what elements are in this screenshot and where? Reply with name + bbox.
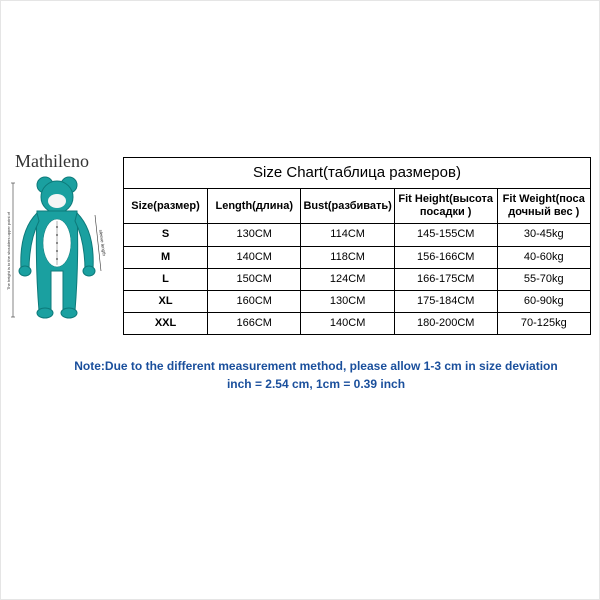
- note-line-2: inch = 2.54 cm, 1cm = 0.39 inch: [227, 377, 405, 391]
- table-row: S 130CM 114CM 145-155CM 30-45kg: [124, 224, 591, 246]
- cell-length: 160CM: [208, 290, 301, 312]
- note-line-1: Note:Due to the different measurement me…: [74, 359, 557, 373]
- cell-length: 150CM: [208, 268, 301, 290]
- cell-size: XL: [124, 290, 208, 312]
- cell-height: 145-155CM: [394, 224, 497, 246]
- brand-label: Mathileno: [15, 151, 89, 172]
- table-row: L 150CM 124CM 166-175CM 55-70kg: [124, 268, 591, 290]
- cell-weight: 55-70kg: [497, 268, 590, 290]
- table-row: XL 160CM 130CM 175-184CM 60-90kg: [124, 290, 591, 312]
- cell-size: L: [124, 268, 208, 290]
- col-length: Length(длина): [208, 189, 301, 224]
- cell-weight: 70-125kg: [497, 313, 590, 335]
- cell-weight: 30-45kg: [497, 224, 590, 246]
- cell-length: 140CM: [208, 246, 301, 268]
- cell-bust: 124CM: [301, 268, 394, 290]
- figure-label-sleeve: sleeve length: [98, 229, 107, 256]
- cell-length: 166CM: [208, 313, 301, 335]
- cell-bust: 114CM: [301, 224, 394, 246]
- figure-label-height: The height is to the shoulders upper poi…: [7, 211, 11, 290]
- cell-length: 130CM: [208, 224, 301, 246]
- cell-size: S: [124, 224, 208, 246]
- col-height: Fit Height(высота посадки ): [394, 189, 497, 224]
- cell-height: 175-184CM: [394, 290, 497, 312]
- cell-size: XXL: [124, 313, 208, 335]
- cell-height: 180-200CM: [394, 313, 497, 335]
- col-size: Size(размер): [124, 189, 208, 224]
- cell-bust: 140CM: [301, 313, 394, 335]
- col-bust: Bust(разбивать): [301, 189, 394, 224]
- table-header-row: Size(размер) Length(длина) Bust(разбиват…: [124, 189, 591, 224]
- table-row: XXL 166CM 140CM 180-200CM 70-125kg: [124, 313, 591, 335]
- table-row: M 140CM 118CM 156-166CM 40-60kg: [124, 246, 591, 268]
- cell-size: M: [124, 246, 208, 268]
- table-title: Size Chart(таблица размеров): [124, 158, 591, 189]
- cell-weight: 40-60kg: [497, 246, 590, 268]
- note-text: Note:Due to the different measurement me…: [61, 357, 571, 393]
- cell-weight: 60-90kg: [497, 290, 590, 312]
- cell-bust: 118CM: [301, 246, 394, 268]
- col-weight: Fit Weight(поса дочный вес ): [497, 189, 590, 224]
- size-figure: The height is to the shoulders upper poi…: [7, 171, 107, 346]
- cell-height: 156-166CM: [394, 246, 497, 268]
- size-chart-table: Size Chart(таблица размеров) Size(размер…: [123, 157, 591, 335]
- cell-bust: 130CM: [301, 290, 394, 312]
- cell-height: 166-175CM: [394, 268, 497, 290]
